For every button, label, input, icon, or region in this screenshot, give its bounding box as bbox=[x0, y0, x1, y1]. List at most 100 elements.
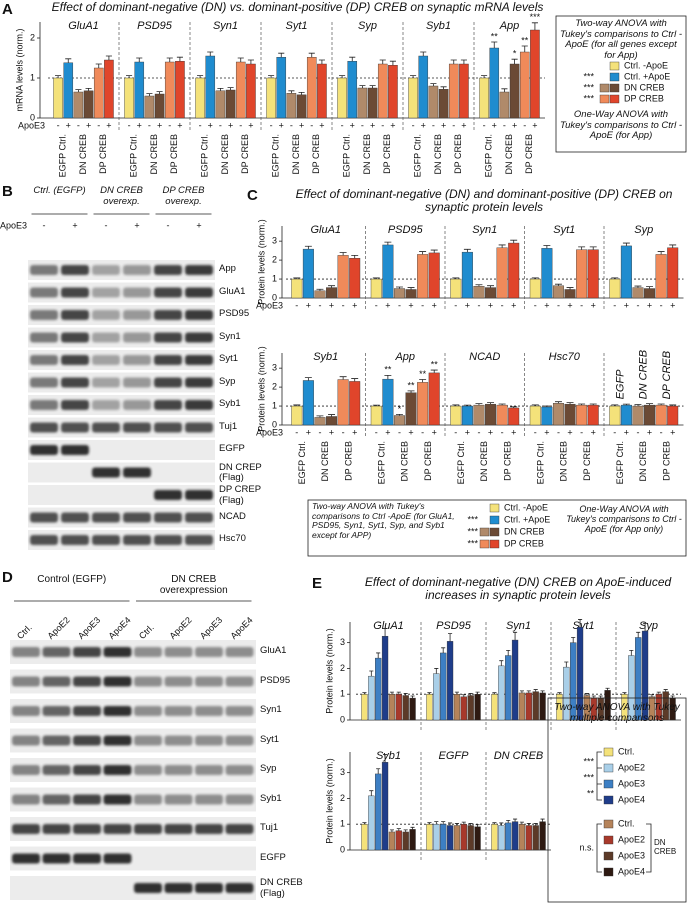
bar bbox=[433, 673, 440, 721]
blot-band bbox=[164, 735, 193, 746]
bar bbox=[402, 831, 409, 851]
blot-band bbox=[195, 647, 223, 657]
apoe-sign: + bbox=[72, 220, 77, 230]
legend-significance: ** bbox=[587, 788, 595, 798]
legend-significance: *** bbox=[583, 82, 594, 92]
category-label: GluA1 bbox=[68, 20, 99, 32]
error-bar bbox=[519, 821, 524, 825]
lane-label: ApoE4 bbox=[229, 615, 255, 641]
bar bbox=[460, 696, 467, 721]
apoe-sign: + bbox=[319, 120, 324, 130]
blot-band bbox=[185, 287, 213, 298]
lane-label: ApoE3 bbox=[198, 615, 224, 641]
error-bar bbox=[376, 768, 381, 774]
apoe-sign: - bbox=[660, 427, 663, 437]
error-bar bbox=[434, 821, 439, 825]
blot-band bbox=[30, 377, 58, 388]
error-bar bbox=[636, 631, 641, 638]
bar bbox=[648, 696, 656, 721]
error-bar bbox=[511, 58, 518, 64]
error-bar bbox=[410, 75, 417, 78]
apoe-sign: - bbox=[557, 427, 560, 437]
bar bbox=[532, 691, 539, 721]
category-label: Syb1 bbox=[376, 750, 401, 762]
legend-label: DN CREB bbox=[624, 82, 665, 92]
y-tick-label: 0 bbox=[272, 419, 277, 429]
bar bbox=[474, 694, 481, 721]
bar bbox=[440, 652, 447, 721]
error-bar bbox=[646, 286, 654, 289]
legend-swatch bbox=[603, 835, 614, 845]
error-bar bbox=[288, 90, 295, 94]
legend-swatch bbox=[489, 539, 500, 549]
bar bbox=[428, 252, 440, 299]
blot-band bbox=[195, 883, 223, 893]
legend-label: Ctrl. -ApoE bbox=[624, 60, 668, 70]
bar bbox=[235, 61, 246, 119]
bar bbox=[511, 821, 519, 851]
bar bbox=[644, 288, 656, 299]
blot-band bbox=[73, 853, 101, 864]
error-bar bbox=[475, 824, 480, 827]
error-bar bbox=[369, 85, 376, 88]
bar bbox=[587, 404, 599, 426]
blot-band bbox=[30, 332, 58, 343]
bar bbox=[215, 90, 226, 119]
bar bbox=[314, 290, 326, 299]
apoe-sign: - bbox=[168, 120, 171, 130]
blot-band bbox=[103, 853, 132, 864]
transgene-label: DN CREB bbox=[638, 350, 650, 400]
bar bbox=[590, 697, 597, 721]
y-tick-label: 2 bbox=[272, 254, 277, 264]
legend-label: ApoE3 bbox=[618, 850, 645, 860]
blot-band bbox=[185, 265, 213, 275]
error-bar bbox=[268, 75, 275, 78]
category-label: Hsc70 bbox=[549, 351, 581, 363]
blot-band bbox=[225, 794, 254, 805]
legend-label: ApoE2 bbox=[618, 834, 645, 844]
bar bbox=[587, 249, 599, 299]
error-bar bbox=[452, 277, 460, 280]
legend-box bbox=[547, 697, 687, 903]
apoe-sign: - bbox=[342, 427, 345, 437]
blot-band bbox=[92, 332, 120, 343]
blot-band bbox=[134, 676, 162, 687]
legend-bracket bbox=[646, 823, 652, 873]
error-bar bbox=[369, 670, 374, 677]
error-bar bbox=[566, 402, 574, 405]
significance: ** bbox=[384, 365, 392, 375]
error-bar bbox=[362, 692, 367, 695]
apoe-sign: + bbox=[567, 300, 572, 310]
error-bar bbox=[376, 652, 381, 659]
error-bar bbox=[663, 689, 668, 692]
blot-band bbox=[103, 765, 132, 775]
error-bar bbox=[237, 57, 244, 62]
bar bbox=[453, 825, 461, 851]
condition-label: EGFP Ctrl. bbox=[200, 134, 210, 177]
condition-label: EGFP Ctrl. bbox=[58, 134, 68, 177]
bar bbox=[426, 694, 433, 721]
blot-band bbox=[123, 400, 151, 410]
condition-label: DP CREB bbox=[524, 134, 534, 174]
bar bbox=[382, 244, 394, 299]
bar bbox=[306, 57, 317, 119]
error-bar bbox=[207, 51, 214, 56]
bar bbox=[134, 61, 145, 119]
bar bbox=[418, 55, 429, 119]
bar bbox=[164, 61, 175, 119]
blot-band bbox=[42, 676, 71, 687]
error-bar bbox=[487, 285, 495, 288]
apoe-sign: + bbox=[370, 120, 375, 130]
error-bar bbox=[589, 246, 597, 250]
error-bar bbox=[384, 241, 392, 245]
condition-label: EGFP Ctrl. bbox=[376, 441, 386, 484]
error-bar bbox=[460, 59, 467, 64]
bar bbox=[525, 692, 532, 721]
bar bbox=[635, 637, 642, 721]
apoe-sign: + bbox=[137, 120, 142, 130]
bar bbox=[539, 692, 546, 721]
bar bbox=[367, 87, 378, 119]
bar bbox=[529, 405, 541, 426]
bar bbox=[405, 392, 417, 426]
blot-band bbox=[123, 287, 151, 298]
